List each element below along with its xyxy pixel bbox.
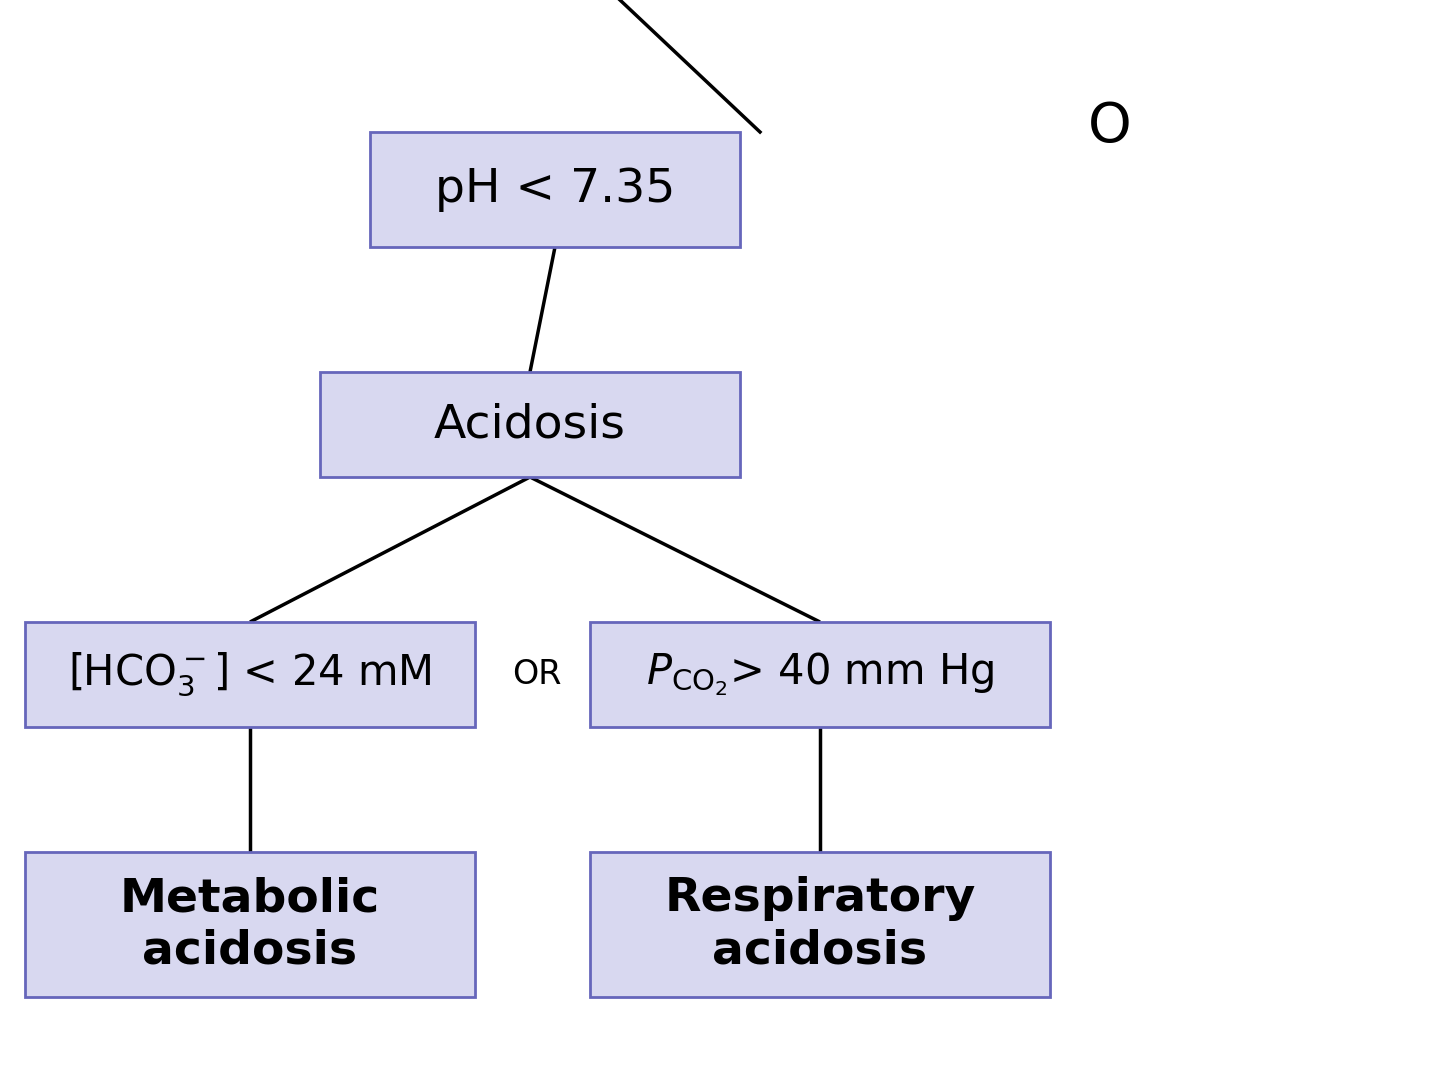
FancyBboxPatch shape (24, 852, 475, 997)
Text: [HCO$_3^-$] < 24 mM: [HCO$_3^-$] < 24 mM (68, 651, 432, 698)
Text: O: O (1089, 100, 1132, 154)
Text: $\it{P}_{\rm{CO_2}}$> 40 mm Hg: $\it{P}_{\rm{CO_2}}$> 40 mm Hg (647, 651, 994, 698)
Text: pH < 7.35: pH < 7.35 (435, 167, 675, 212)
FancyBboxPatch shape (590, 623, 1050, 727)
Text: OR: OR (513, 658, 562, 691)
FancyBboxPatch shape (370, 132, 740, 247)
FancyBboxPatch shape (320, 372, 740, 477)
FancyBboxPatch shape (24, 623, 475, 727)
Text: Metabolic
acidosis: Metabolic acidosis (120, 876, 380, 973)
FancyBboxPatch shape (590, 852, 1050, 997)
Text: Acidosis: Acidosis (433, 402, 626, 447)
Text: Respiratory
acidosis: Respiratory acidosis (664, 876, 976, 973)
